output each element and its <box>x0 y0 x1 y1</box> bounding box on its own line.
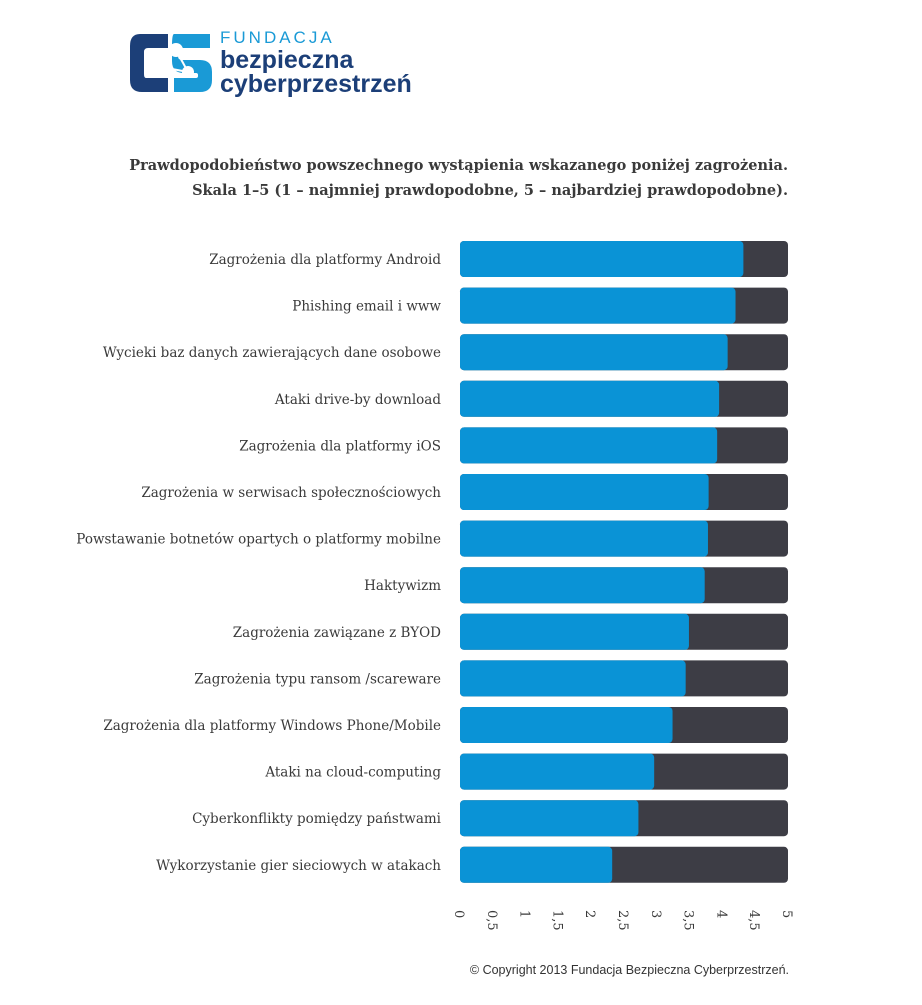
x-tick-label: 2,5 <box>615 910 630 931</box>
x-tick-label: 4,5 <box>746 910 761 931</box>
logo: FUNDACJA bezpieczna cyberprzestrzeń <box>128 28 428 98</box>
bar-value <box>460 287 736 324</box>
chart-subtitle: Skala 1–5 (1 – najmniej prawdopodobne, 5… <box>192 182 788 199</box>
bar-value <box>460 427 718 464</box>
logo-line-cyberprzestrzen: cyberprzestrzeń <box>220 70 412 98</box>
network-logo-icon <box>130 34 212 92</box>
category-label: Wykorzystanie gier sieciowych w atakach <box>156 858 441 874</box>
bar-value <box>460 660 686 697</box>
category-label: Haktywizm <box>364 578 441 594</box>
category-label: Ataki na cloud-computing <box>264 765 441 781</box>
bar-value <box>460 800 639 837</box>
x-tick-label: 4 <box>713 910 728 918</box>
bar-value <box>460 474 709 510</box>
bar-value <box>460 707 673 743</box>
x-tick-label: 3,5 <box>681 910 696 931</box>
bar-value <box>460 334 728 371</box>
bar-value <box>460 613 689 650</box>
x-tick-label: 5 <box>779 910 794 918</box>
category-label: Powstawanie botnetów opartych o platform… <box>76 532 441 548</box>
category-label: Zagrożenia dla platformy Windows Phone/M… <box>103 718 441 734</box>
x-tick-label: 1,5 <box>549 910 564 931</box>
category-label: Zagrożenia zawiązane z BYOD <box>233 625 441 641</box>
category-label: Ataki drive-by download <box>274 392 441 408</box>
chart-title: Prawdopodobieństwo powszechnego wystąpie… <box>129 157 788 174</box>
category-label: Cyberkonflikty pomiędzy państwami <box>192 811 442 827</box>
bar-value <box>460 241 744 277</box>
logo-line-bezpieczna: bezpieczna <box>220 46 354 74</box>
bar-value <box>460 753 655 790</box>
x-tick-label: 0,5 <box>484 910 499 931</box>
copyright: © Copyright 2013 Fundacja Bezpieczna Cyb… <box>469 963 789 977</box>
category-label: Wycieki baz danych zawierających dane os… <box>103 345 441 361</box>
bar-value <box>460 380 720 417</box>
category-label: Zagrożenia typu ransom /scareware <box>194 671 441 687</box>
category-label: Phishing email i www <box>292 299 441 315</box>
bar-value <box>460 567 705 604</box>
category-label: Zagrożenia dla platformy iOS <box>239 438 441 454</box>
x-tick-label: 2 <box>582 910 597 918</box>
logo-line-fundacja: FUNDACJA <box>220 28 335 47</box>
x-tick-label: 1 <box>517 910 532 918</box>
x-tick-label: 0 <box>451 910 466 918</box>
bar-value <box>460 520 708 557</box>
category-label: Zagrożenia w serwisach społecznościowych <box>141 485 441 501</box>
chart-title-block: Prawdopodobieństwo powszechnego wystąpie… <box>60 153 788 203</box>
category-label: Zagrożenia dla platformy Android <box>209 252 441 268</box>
bar-value <box>460 846 613 883</box>
logo-text: FUNDACJA bezpieczna cyberprzestrzeń <box>220 28 412 98</box>
x-tick-label: 3 <box>648 910 663 918</box>
